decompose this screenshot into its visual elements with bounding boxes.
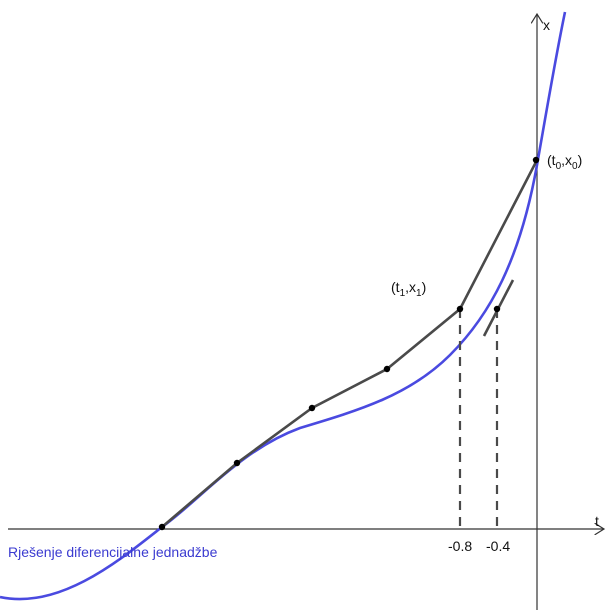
t-axis-label: t [595,513,599,529]
tick-label: -0.8 [448,538,472,554]
euler-point [158,523,166,531]
solution-caption: Rješenje diferencijalne jednadžbe [8,544,218,560]
euler-polyline [161,159,539,528]
tick-label: -0.4 [486,538,510,554]
label-t0-x0: (t0,x0) [547,152,582,172]
point-t0-x0 [532,156,540,164]
solution-curve [0,11,567,601]
point-t1-x1 [456,305,464,313]
label-t1-x1: (t1,x1) [391,279,426,299]
euler-point [308,404,316,412]
x-axis-label: x [543,17,550,33]
euler-point [383,365,391,373]
euler-point [233,459,241,467]
tangent-point [493,305,501,313]
